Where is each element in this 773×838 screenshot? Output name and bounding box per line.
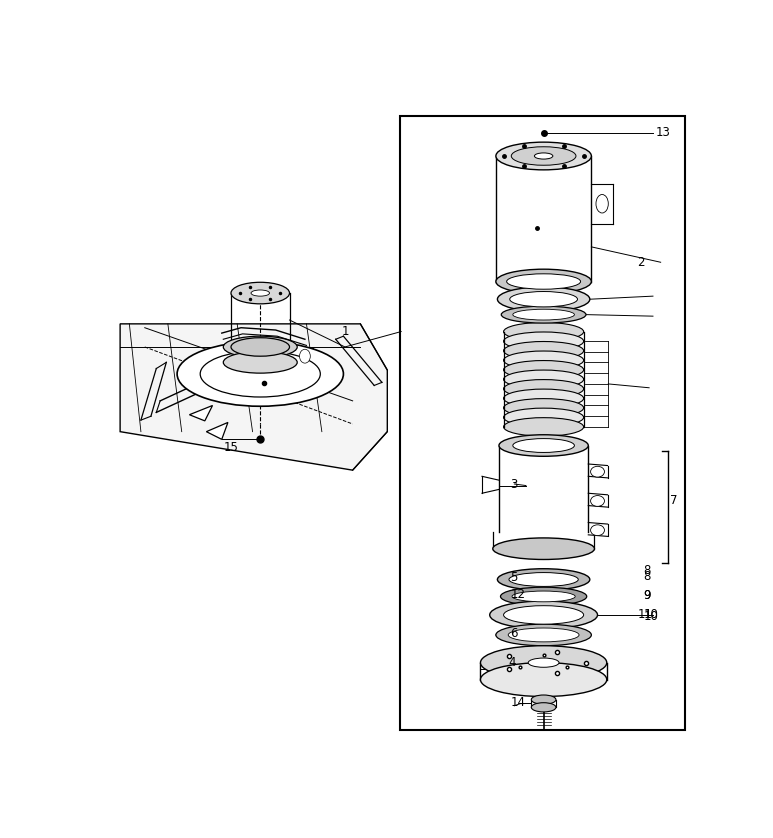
Ellipse shape <box>503 332 584 350</box>
Ellipse shape <box>481 646 607 680</box>
Ellipse shape <box>499 435 588 457</box>
Ellipse shape <box>596 194 608 213</box>
Text: 15: 15 <box>223 441 238 453</box>
Ellipse shape <box>506 274 581 289</box>
Text: 8: 8 <box>644 564 651 577</box>
Ellipse shape <box>497 287 590 312</box>
Ellipse shape <box>495 624 591 646</box>
Ellipse shape <box>503 417 584 436</box>
Ellipse shape <box>503 370 584 389</box>
Ellipse shape <box>503 606 584 624</box>
Ellipse shape <box>251 290 270 296</box>
Ellipse shape <box>299 349 310 363</box>
Text: 14: 14 <box>510 696 526 709</box>
Text: 2: 2 <box>638 256 645 269</box>
Ellipse shape <box>531 703 556 712</box>
Ellipse shape <box>509 572 578 587</box>
Ellipse shape <box>231 338 290 356</box>
Text: 11: 11 <box>638 608 652 622</box>
Polygon shape <box>206 422 228 439</box>
Ellipse shape <box>501 306 586 323</box>
Ellipse shape <box>512 591 575 602</box>
Ellipse shape <box>200 351 320 397</box>
Ellipse shape <box>495 142 591 170</box>
Ellipse shape <box>503 380 584 398</box>
Text: 10: 10 <box>644 610 659 623</box>
Ellipse shape <box>490 601 598 628</box>
Ellipse shape <box>591 466 604 477</box>
Ellipse shape <box>503 389 584 407</box>
Text: 3: 3 <box>510 478 518 490</box>
Text: 9: 9 <box>644 589 651 603</box>
Text: 5: 5 <box>510 572 518 584</box>
Ellipse shape <box>497 569 590 590</box>
Ellipse shape <box>591 525 604 535</box>
Text: 13: 13 <box>656 127 671 139</box>
Text: 6: 6 <box>510 627 518 640</box>
Polygon shape <box>189 406 213 421</box>
Ellipse shape <box>503 342 584 360</box>
Ellipse shape <box>509 292 577 307</box>
Ellipse shape <box>223 336 297 358</box>
Ellipse shape <box>512 438 574 453</box>
Ellipse shape <box>481 663 607 696</box>
Ellipse shape <box>500 587 587 606</box>
Ellipse shape <box>511 147 576 165</box>
Ellipse shape <box>503 351 584 370</box>
Text: 9: 9 <box>644 589 651 603</box>
Ellipse shape <box>591 495 604 506</box>
Text: 4: 4 <box>508 656 516 670</box>
Ellipse shape <box>503 360 584 379</box>
Polygon shape <box>120 323 387 470</box>
Text: 1: 1 <box>342 325 349 338</box>
Ellipse shape <box>531 695 556 704</box>
Ellipse shape <box>503 408 584 427</box>
Ellipse shape <box>223 352 297 373</box>
Ellipse shape <box>512 309 574 320</box>
Ellipse shape <box>534 153 553 159</box>
Text: 8: 8 <box>644 570 651 583</box>
Ellipse shape <box>528 658 559 667</box>
Text: 7: 7 <box>670 494 677 508</box>
Ellipse shape <box>495 269 591 294</box>
Text: 10: 10 <box>644 608 659 622</box>
Ellipse shape <box>503 399 584 417</box>
Text: 12: 12 <box>510 588 526 602</box>
Ellipse shape <box>503 323 584 341</box>
Ellipse shape <box>231 282 290 304</box>
Ellipse shape <box>177 342 343 406</box>
Bar <box>400 116 686 731</box>
Ellipse shape <box>493 538 594 560</box>
Ellipse shape <box>508 628 579 642</box>
